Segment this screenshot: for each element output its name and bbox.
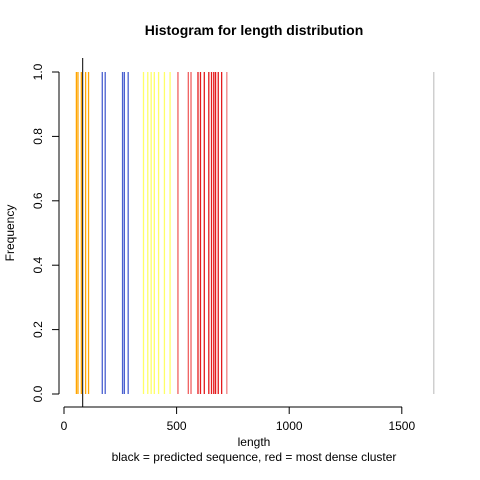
- chart-title: Histogram for length distribution: [145, 22, 364, 38]
- x-axis-label: length: [238, 435, 271, 449]
- bars-group: [76, 72, 433, 394]
- x-tick-label: 0: [61, 419, 68, 433]
- y-tick-label: 0.0: [31, 385, 45, 402]
- x-axis-ticks: 0 500 1000 1500: [61, 407, 416, 433]
- y-axis-ticks: 0.0 0.2 0.4 0.6 0.8 1.0: [31, 63, 59, 402]
- y-tick-label: 0.2: [31, 321, 45, 338]
- y-tick-label: 0.8: [31, 128, 45, 145]
- x-tick-label: 500: [167, 419, 187, 433]
- x-tick-label: 1000: [276, 419, 303, 433]
- y-axis-label: Frequency: [3, 205, 17, 262]
- y-tick-label: 0.6: [31, 192, 45, 209]
- x-tick-label: 1500: [388, 419, 415, 433]
- y-tick-label: 1.0: [31, 63, 45, 80]
- y-tick-label: 0.4: [31, 257, 45, 274]
- chart-subtitle: black = predicted sequence, red = most d…: [112, 450, 397, 464]
